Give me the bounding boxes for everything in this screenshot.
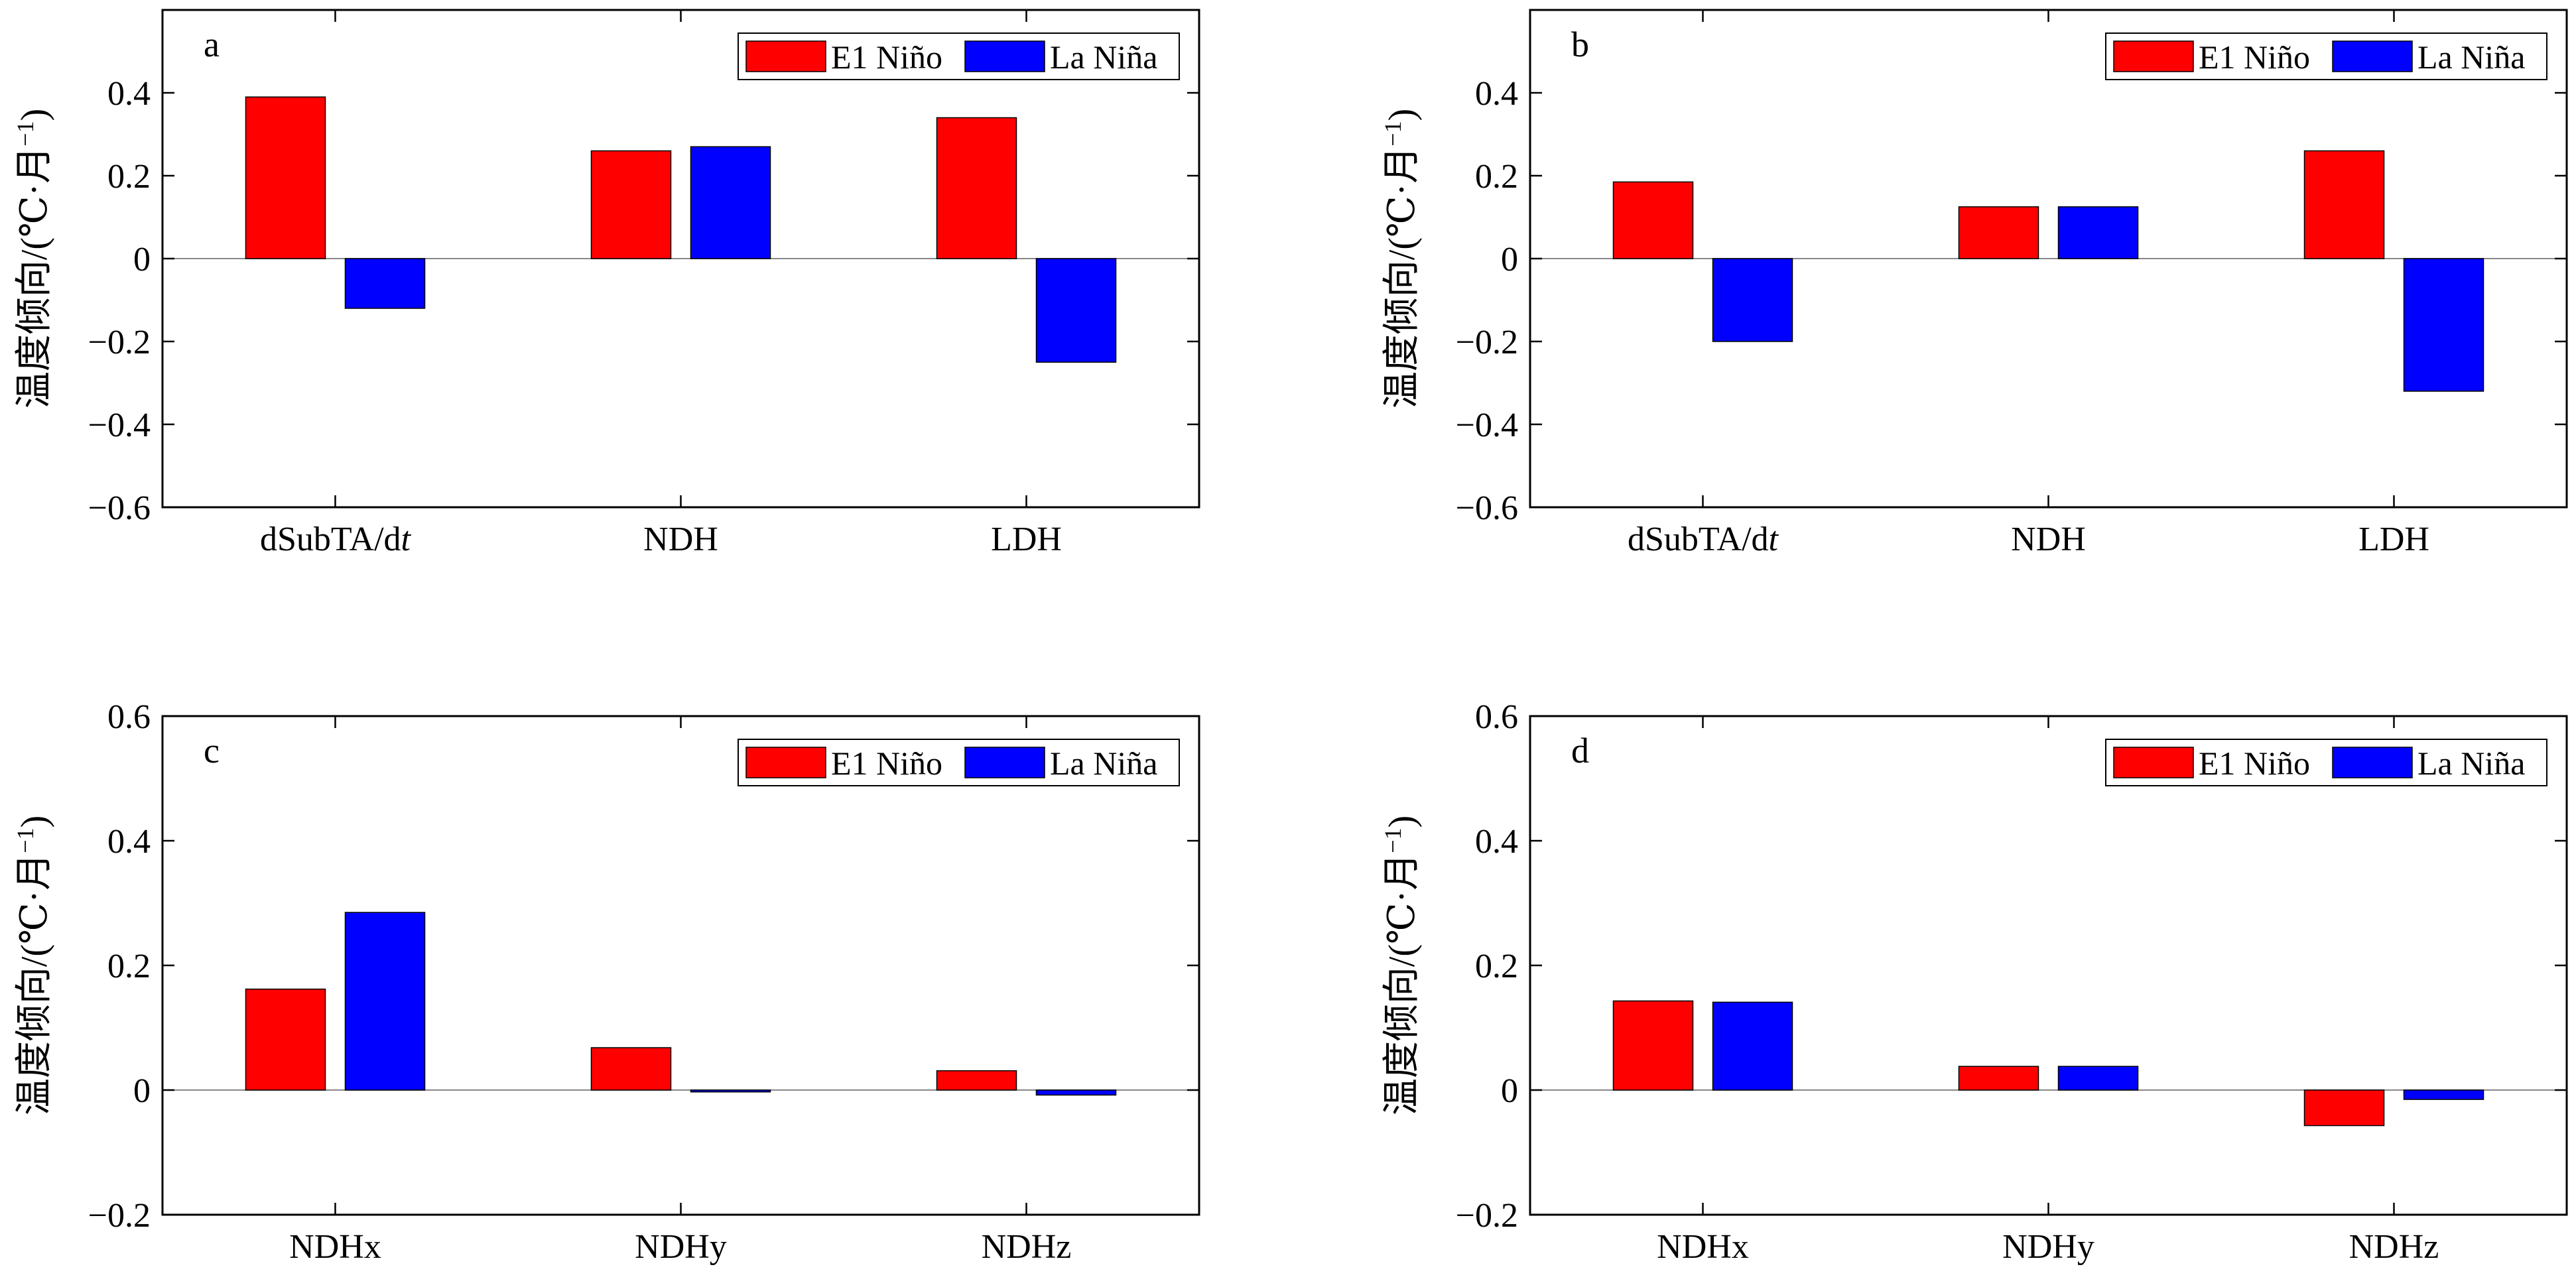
legend: E1 Niño La Niña xyxy=(738,32,1180,80)
y-tick-label: −0.2 xyxy=(1456,324,1518,361)
axes-frame xyxy=(161,715,1200,1216)
legend-swatch-lanina xyxy=(2332,40,2413,72)
bar-c-elnino-2 xyxy=(590,1047,672,1091)
y-tick-label: −0.4 xyxy=(1456,406,1518,444)
legend-swatch-lanina xyxy=(964,40,1045,72)
y-tick-label: 0 xyxy=(1501,241,1518,278)
legend-swatch-elnino xyxy=(745,747,826,778)
y-axis-label: 温度倾向/(℃·月−1) xyxy=(1380,816,1423,1115)
x-tick-label: dSubTA/dt xyxy=(260,520,412,558)
legend-swatch-lanina xyxy=(2332,747,2413,778)
y-tick-label: −0.6 xyxy=(1456,489,1518,527)
x-tick-label: NDH xyxy=(643,520,718,558)
y-tick-label: 0.2 xyxy=(107,948,151,985)
x-tick-label: NDH xyxy=(2011,520,2086,558)
panel-c: NDHx NDHy NDHz −0.2 0 0.2 0.4 0.6 c 温度倾向/(℃·月−1) E… xyxy=(12,698,1200,1266)
y-tick-label: 0.4 xyxy=(1475,823,1518,861)
y-tick-label: 0.6 xyxy=(107,698,151,736)
bar-a-elnino-3 xyxy=(936,117,1017,259)
y-tick-label: 0.2 xyxy=(1475,948,1518,985)
y-axis-label: 温度倾向/(℃·月−1) xyxy=(1380,109,1423,408)
x-tick-label: NDHz xyxy=(982,1228,1072,1266)
y-tick-label: 0 xyxy=(133,1072,151,1110)
legend: E1 Niño La Niña xyxy=(2105,739,2547,786)
x-tick-label: dSubTA/dt xyxy=(1628,520,1779,558)
legend: E1 Niño La Niña xyxy=(738,739,1180,786)
legend-swatch-elnino xyxy=(2113,747,2194,778)
legend-swatch-elnino xyxy=(2113,40,2194,72)
panel-d: NDHx NDHy NDHz −0.2 0 0.2 0.4 0.6 d 温度倾向/(℃·月−1) E… xyxy=(1380,698,2568,1266)
panel-label: b xyxy=(1571,25,1589,64)
bar-a-lanina-2 xyxy=(690,146,771,259)
panel-label: a xyxy=(204,25,220,64)
axes-frame xyxy=(1529,715,2568,1216)
y-tick-label: 0.2 xyxy=(1475,158,1518,196)
bar-d-lanina-1 xyxy=(1712,1001,1793,1091)
legend-label: E1 Niño xyxy=(2199,38,2310,76)
legend-swatch-lanina xyxy=(964,747,1045,778)
bar-d-elnino-3 xyxy=(2303,1089,2385,1127)
y-tick-label: 0.6 xyxy=(1475,698,1518,736)
bar-c-elnino-3 xyxy=(936,1070,1017,1091)
bar-c-lanina-3 xyxy=(1035,1089,1117,1096)
panel-a: dSubTA/dt NDH LDH −0.6 −0.4 −0.2 0 0.2 0.4 a 温度倾向/… xyxy=(12,9,1200,558)
y-tick-label: 0.4 xyxy=(107,823,151,861)
y-tick-label: −0.6 xyxy=(88,489,151,527)
bar-d-elnino-1 xyxy=(1612,1000,1694,1091)
x-tick-label: NDHx xyxy=(289,1228,381,1266)
panel-label: d xyxy=(1571,731,1589,770)
y-tick-label: 0.4 xyxy=(107,75,151,113)
legend-label: La Niña xyxy=(2417,745,2525,782)
legend-label: La Niña xyxy=(2417,38,2525,76)
bar-d-elnino-2 xyxy=(1958,1066,2039,1091)
legend: E1 Niño La Niña xyxy=(2105,32,2547,80)
bar-b-lanina-1 xyxy=(1712,258,1793,342)
legend-label: La Niña xyxy=(1050,38,1157,76)
bar-c-lanina-2 xyxy=(690,1089,771,1093)
x-tick-label: NDHy xyxy=(2002,1228,2094,1266)
y-tick-label: 0.2 xyxy=(107,158,151,196)
bar-b-elnino-1 xyxy=(1612,181,1694,259)
x-tick-label: NDHz xyxy=(2349,1228,2439,1266)
bar-c-elnino-1 xyxy=(245,988,326,1091)
x-tick-label: NDHy xyxy=(635,1228,727,1266)
panel-b: dSubTA/dt NDH LDH −0.6 −0.4 −0.2 0 0.2 0.4 b 温度倾向/… xyxy=(1380,9,2568,558)
y-tick-label: −0.2 xyxy=(88,324,151,361)
y-tick-label: −0.4 xyxy=(88,406,151,444)
axes-frame xyxy=(1529,9,2568,509)
bar-d-lanina-2 xyxy=(2057,1066,2139,1091)
bar-b-lanina-2 xyxy=(2057,206,2139,259)
x-tick-label: NDHx xyxy=(1657,1228,1749,1266)
y-tick-label: 0.4 xyxy=(1475,75,1518,113)
bar-b-elnino-3 xyxy=(2303,150,2385,259)
bar-b-lanina-3 xyxy=(2403,258,2484,392)
y-axis-label: 温度倾向/(℃·月−1) xyxy=(12,816,55,1115)
x-tick-label: LDH xyxy=(2358,520,2429,558)
bar-a-elnino-2 xyxy=(590,150,672,259)
legend-label: E1 Niño xyxy=(831,745,942,782)
bar-d-lanina-3 xyxy=(2403,1089,2484,1100)
legend-swatch-elnino xyxy=(745,40,826,72)
bar-c-lanina-1 xyxy=(344,912,426,1091)
bar-b-elnino-2 xyxy=(1958,206,2039,259)
legend-label: E1 Niño xyxy=(2199,745,2310,782)
y-tick-label: −0.2 xyxy=(88,1197,151,1235)
bar-a-lanina-3 xyxy=(1035,258,1117,363)
y-tick-label: 0 xyxy=(1501,1072,1518,1110)
x-tick-label: LDH xyxy=(991,520,1062,558)
axes-frame xyxy=(161,9,1200,509)
bar-a-lanina-1 xyxy=(344,258,426,309)
legend-label: E1 Niño xyxy=(831,38,942,76)
bar-a-elnino-1 xyxy=(245,96,326,259)
y-axis-label: 温度倾向/(℃·月−1) xyxy=(12,109,55,408)
legend-label: La Niña xyxy=(1050,745,1157,782)
panel-label: c xyxy=(204,731,220,770)
y-tick-label: −0.2 xyxy=(1456,1197,1518,1235)
y-tick-label: 0 xyxy=(133,241,151,278)
